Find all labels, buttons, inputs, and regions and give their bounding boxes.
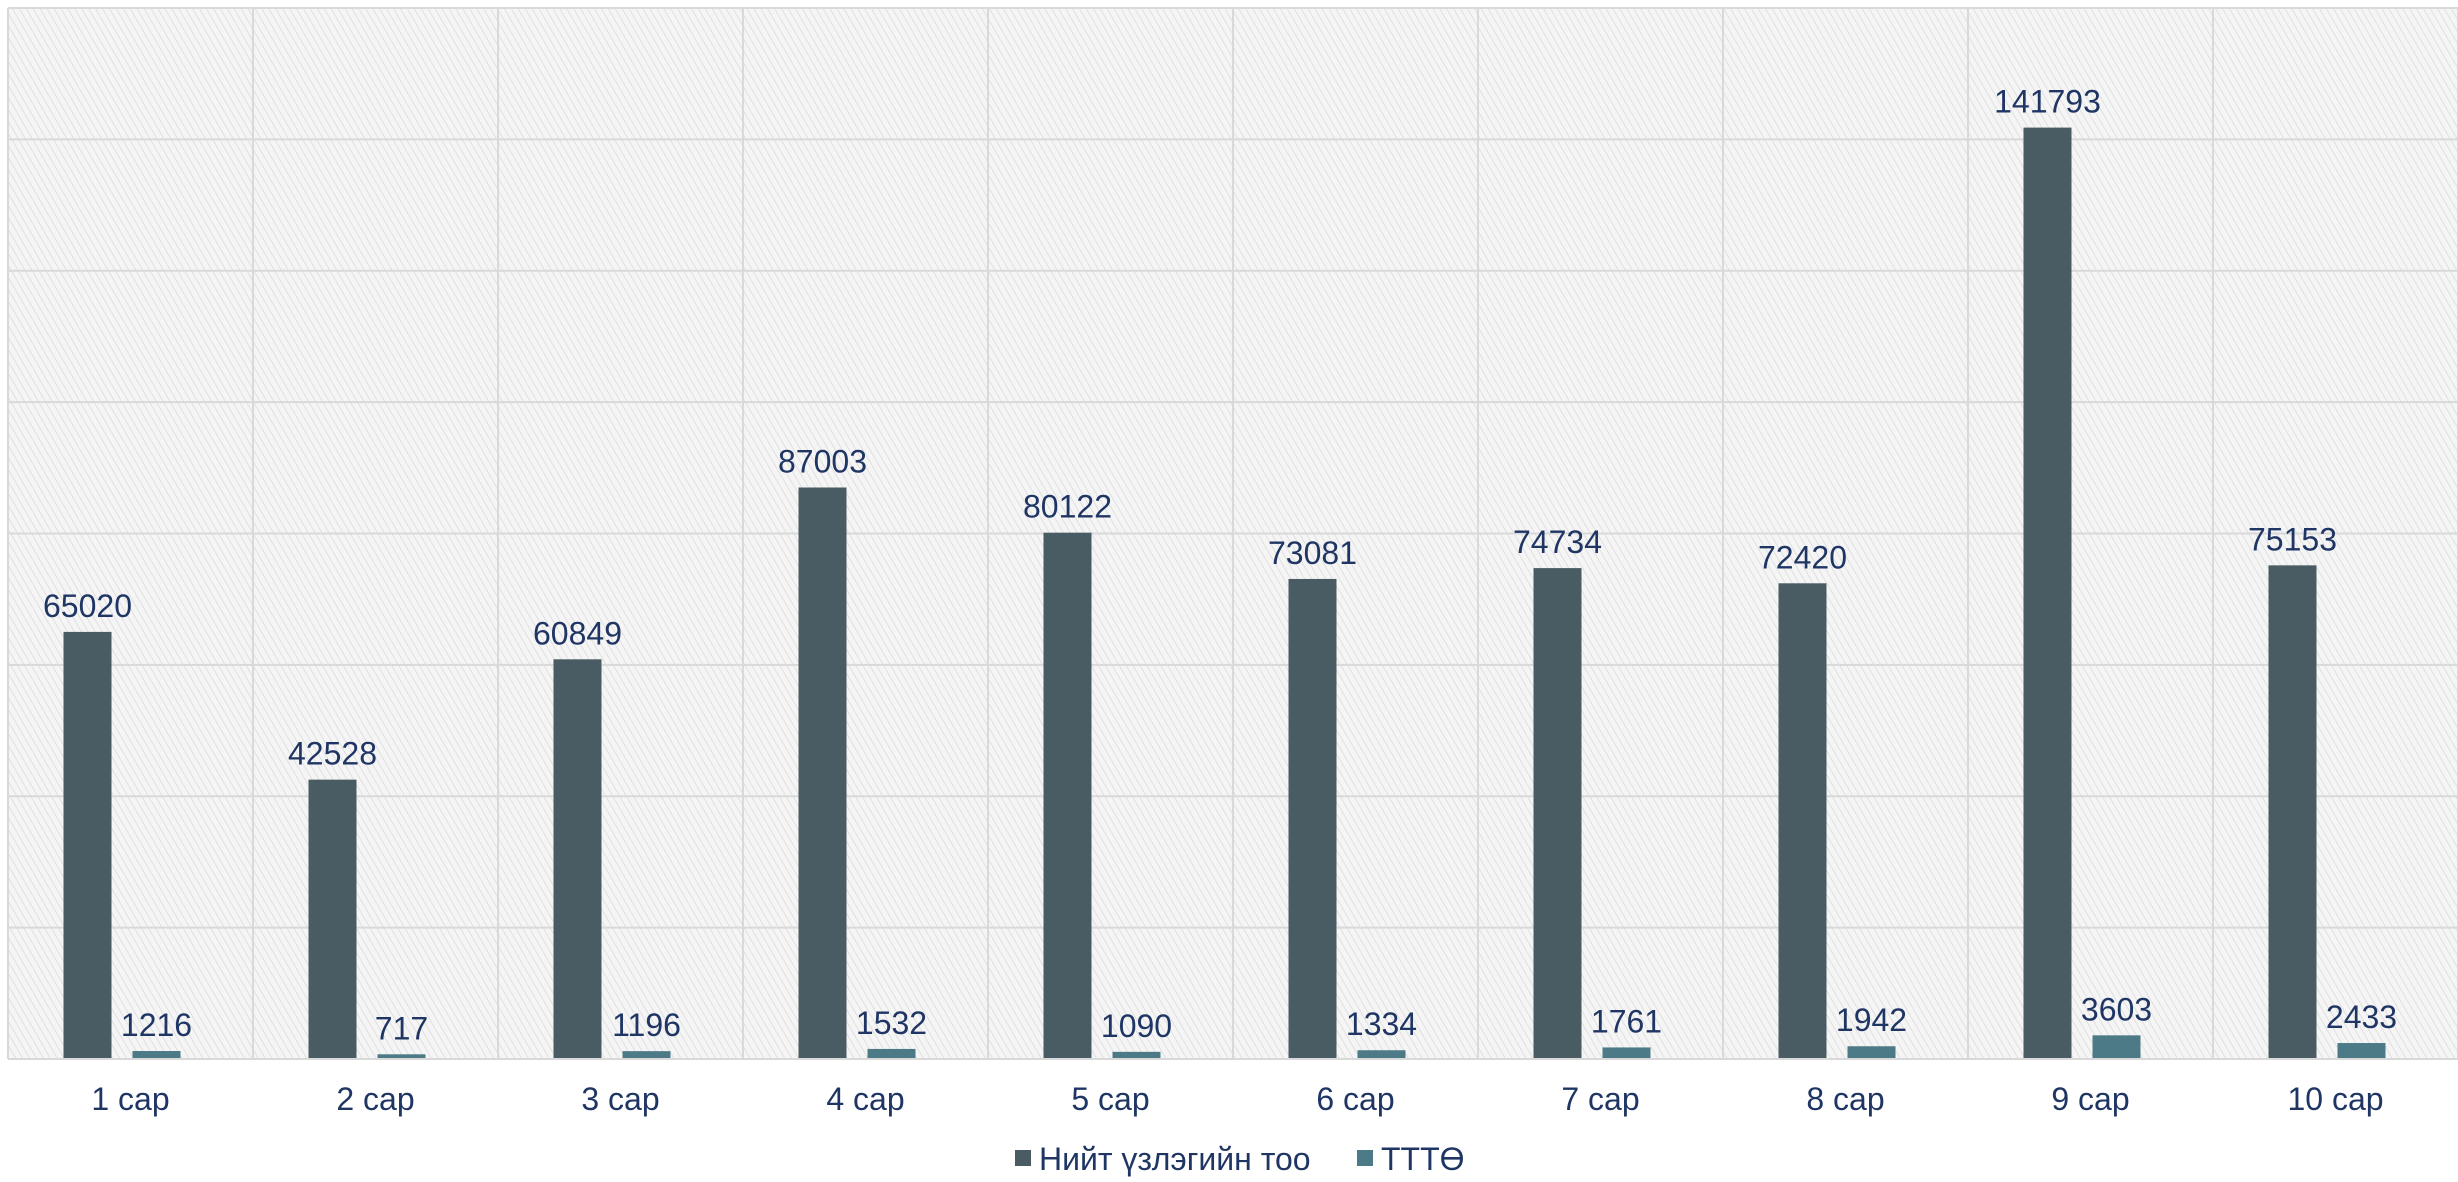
x-tick-label: 2 сар (336, 1081, 414, 1117)
grid-lines (7, 7, 2458, 1060)
data-label-series-2-5: 1090 (1101, 1008, 1172, 1044)
data-label-series-1-1: 65020 (43, 588, 132, 624)
legend-swatch-1 (1015, 1150, 1031, 1166)
x-tick-label: 8 сар (1806, 1081, 1884, 1117)
bar-series-2-2 (377, 1054, 426, 1059)
bar-series-2-10 (2337, 1043, 2386, 1059)
x-tick-label: 1 сар (91, 1081, 169, 1117)
x-tick-label: 4 сар (826, 1081, 904, 1117)
data-label-series-1-4: 87003 (778, 443, 867, 479)
data-label-series-1-10: 75153 (2248, 521, 2337, 557)
bar-series-1-8 (1778, 583, 1827, 1059)
bar-series-1-10 (2268, 565, 2317, 1059)
data-label-series-2-9: 3603 (2081, 991, 2152, 1027)
data-label-series-2-3: 1196 (612, 1007, 681, 1043)
bar-series-1-1 (63, 631, 112, 1059)
bar-series-2-7 (1602, 1047, 1651, 1059)
bar-series-1-6 (1288, 578, 1337, 1059)
bar-series-2-4 (867, 1048, 916, 1059)
bar-series-1-5 (1043, 532, 1092, 1059)
x-tick-label: 5 сар (1071, 1081, 1149, 1117)
data-label-series-1-5: 80122 (1023, 489, 1112, 525)
bar-series-1-9 (2023, 127, 2072, 1059)
x-tick-label: 9 сар (2051, 1081, 2129, 1117)
bar-series-1-4 (798, 487, 847, 1060)
bar-series-2-1 (132, 1051, 181, 1059)
x-tick-label: 10 сар (2287, 1081, 2383, 1117)
data-label-series-2-10: 2433 (2326, 999, 2397, 1035)
bar-series-1-2 (308, 779, 357, 1059)
x-axis: 1 сар 2 сар 3 сар 4 сар 5 сар 6 сар 7 сар 8 сар… (8, 1058, 2458, 1117)
data-labels: 65020 42528 60849 87003 80122 73081 74734 72420… (43, 84, 2397, 1047)
data-label-series-1-8: 72420 (1758, 539, 1847, 575)
bar-series-1-3 (553, 659, 602, 1059)
data-label-series-2-4: 1532 (856, 1005, 927, 1041)
bar-series-2-6 (1357, 1050, 1406, 1059)
data-label-series-2-7: 1761 (1591, 1003, 1662, 1039)
bar-series-1-7 (1533, 568, 1582, 1059)
legend-label-2: ТТТӨ (1381, 1141, 1465, 1177)
x-tick-label: 6 сар (1316, 1081, 1394, 1117)
bar-series-2-8 (1847, 1046, 1896, 1059)
data-label-series-1-9: 141793 (1994, 84, 2101, 120)
data-label-series-1-2: 42528 (288, 736, 377, 772)
data-label-series-1-7: 74734 (1513, 524, 1602, 560)
bar-series-2-3 (622, 1051, 671, 1059)
data-label-series-2-8: 1942 (1836, 1002, 1907, 1038)
bar-series-2-5 (1112, 1051, 1161, 1059)
legend: Нийт үзлэгийн тоо ТТТӨ (1015, 1141, 1465, 1177)
bar-series-2-9 (2092, 1035, 2141, 1059)
data-label-series-2-2: 717 (375, 1010, 428, 1046)
x-tick-label: 7 сар (1561, 1081, 1639, 1117)
legend-swatch-2 (1357, 1150, 1373, 1166)
data-label-series-2-1: 1216 (121, 1007, 192, 1043)
bars (63, 127, 2386, 1060)
x-tick-label: 3 сар (581, 1081, 659, 1117)
data-label-series-1-3: 60849 (533, 615, 622, 651)
data-label-series-2-6: 1334 (1346, 1006, 1417, 1042)
legend-label-1: Нийт үзлэгийн тоо (1039, 1141, 1311, 1177)
data-label-series-1-6: 73081 (1268, 535, 1357, 571)
